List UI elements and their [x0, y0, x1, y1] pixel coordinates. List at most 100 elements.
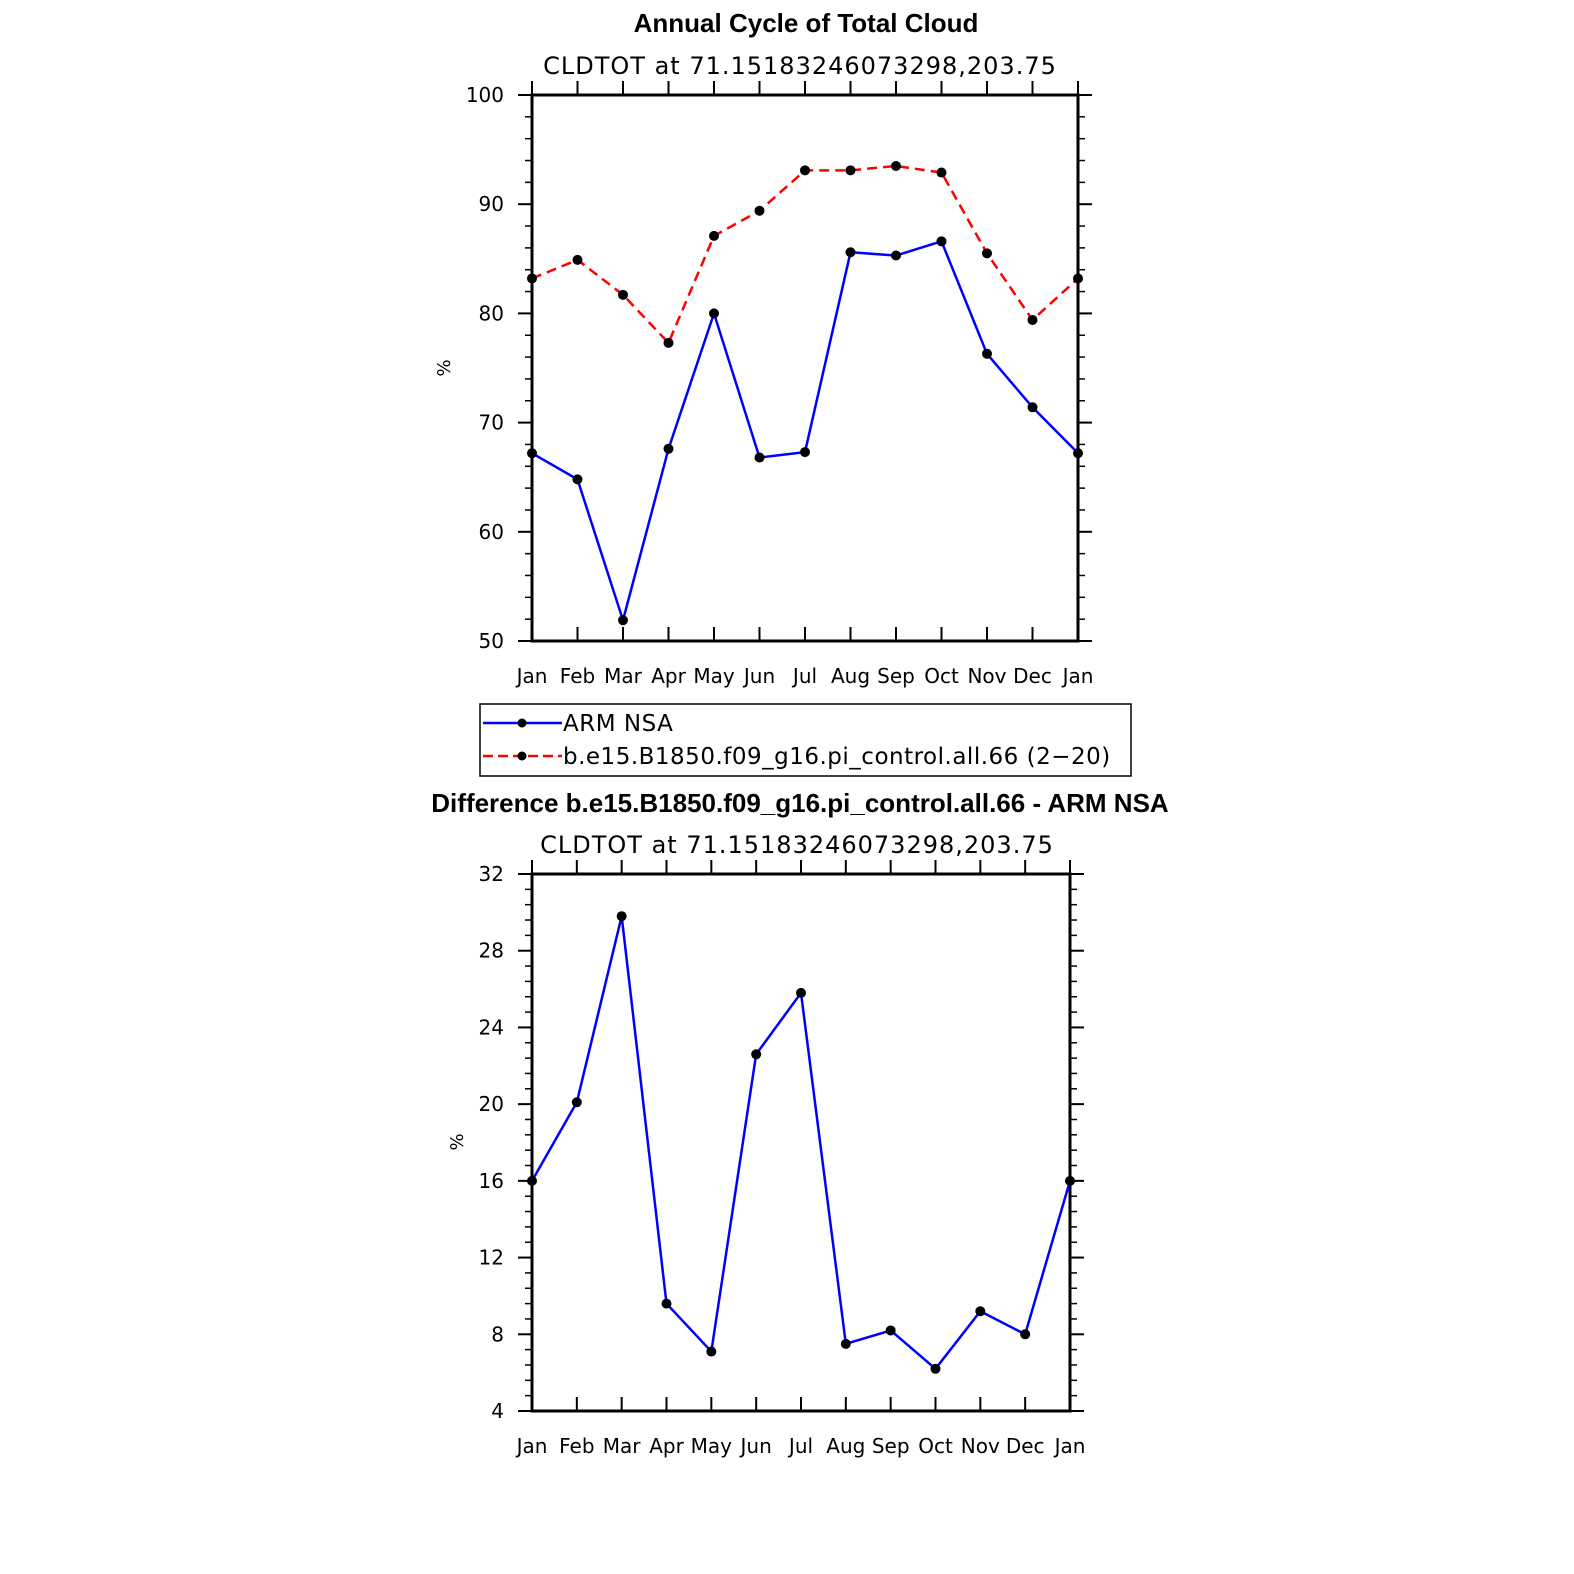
data-point-series-1: [845, 247, 856, 258]
data-point-series-1: [1065, 1175, 1075, 1186]
data-point-series-1: [1073, 448, 1083, 459]
x-tick-label: Aug: [826, 1434, 865, 1458]
data-point-series-2: [1073, 273, 1083, 284]
data-point-series-1: [661, 1298, 672, 1309]
y-tick-label: 20: [479, 1092, 504, 1116]
x-tick-label: Sep: [877, 664, 915, 688]
x-tick-label: Dec: [1013, 664, 1052, 688]
data-point-series-1: [754, 452, 765, 463]
data-point-series-1: [891, 250, 901, 261]
data-point-series-2: [709, 230, 719, 241]
data-point-series-1: [885, 1325, 896, 1336]
legend-item-model: b.e15.B1850.f09_g16.pi_control.all.66 (2…: [483, 744, 1111, 770]
data-point-series-2: [982, 248, 992, 259]
data-point-series-1: [840, 1338, 851, 1349]
x-tick-label: Jun: [742, 664, 775, 688]
data-point-series-1: [527, 1175, 537, 1186]
y-tick-label: 100: [466, 83, 504, 107]
x-tick-label: Nov: [967, 664, 1006, 688]
data-point-series-1: [1027, 402, 1038, 413]
x-tick-label: Jul: [787, 1434, 813, 1458]
data-point-series-1: [1020, 1329, 1031, 1340]
legend-label-arm-nsa: ARM NSA: [563, 711, 673, 737]
x-tick-label: Mar: [603, 1434, 642, 1458]
x-tick-label: Jun: [739, 1434, 772, 1458]
chart-2-title: Difference b.e15.B1850.f09_g16.pi_contro…: [431, 788, 1169, 818]
chart-1-series-layer: [527, 160, 1083, 626]
legend-label-model: b.e15.B1850.f09_g16.pi_control.all.66 (2…: [563, 744, 1111, 770]
x-tick-label: Nov: [961, 1434, 1000, 1458]
x-tick-label: Feb: [559, 1434, 594, 1458]
series-line-2: [531, 164, 1079, 346]
chart-2-axes: Jan Feb Mar Apr May Jun Jul Aug Sep Oct Nov Dec Jan 4…: [479, 860, 1086, 1458]
y-tick-label: 90: [479, 192, 504, 216]
chart-1-y-axis-label: %: [434, 359, 455, 376]
chart-1-subtitle: CLDTOT at 71.15183246073298,203.75: [543, 52, 1057, 80]
data-point-series-1: [706, 1346, 717, 1357]
data-point-series-1: [571, 1097, 582, 1108]
x-tick-label: Jan: [515, 1434, 548, 1458]
data-point-series-2: [618, 289, 628, 300]
x-tick-label: Apr: [651, 664, 686, 688]
x-tick-label: Oct: [918, 1434, 953, 1458]
y-tick-label: 60: [479, 520, 504, 544]
data-point-series-1: [751, 1049, 762, 1060]
data-point-series-1: [709, 308, 719, 319]
chart-2-subtitle: CLDTOT at 71.15183246073298,203.75: [540, 831, 1054, 859]
x-tick-label: May: [691, 1434, 733, 1458]
y-tick-label: 28: [479, 939, 504, 963]
series-line-1: [531, 239, 1079, 625]
chart-2-y-axis-label: %: [447, 1133, 468, 1150]
chart-panel-2: Difference b.e15.B1850.f09_g16.pi_contro…: [431, 788, 1169, 1458]
data-point-series-1: [663, 443, 674, 454]
y-tick-label: 12: [479, 1246, 504, 1270]
x-tick-label: Jan: [515, 664, 548, 688]
y-tick-label: 24: [479, 1015, 504, 1039]
chart-1-legend: ARM NSA b.e15.B1850.f09_g16.pi_control.a…: [479, 703, 1132, 777]
x-tick-label: Aug: [831, 664, 870, 688]
legend-box: [479, 703, 1132, 777]
data-point-series-1: [616, 911, 627, 922]
chart-2-series-layer: [527, 911, 1075, 1374]
x-tick-label: Dec: [1006, 1434, 1045, 1458]
y-tick-label: 4: [491, 1399, 504, 1423]
y-tick-label: 50: [479, 629, 504, 653]
x-tick-label: Sep: [872, 1434, 910, 1458]
x-tick-label: Apr: [649, 1434, 684, 1458]
data-point-series-1: [975, 1306, 986, 1317]
x-tick-label: Feb: [560, 664, 595, 688]
data-point-series-1: [800, 447, 810, 458]
legend-marker-red: [517, 751, 527, 761]
y-tick-label: 70: [479, 411, 504, 435]
legend-marker-blue: [517, 718, 527, 728]
data-point-series-1: [618, 615, 628, 626]
x-tick-label: May: [693, 664, 735, 688]
y-tick-label: 32: [479, 862, 504, 886]
x-tick-label: Mar: [604, 664, 643, 688]
chart-panel-1: Annual Cycle of Total Cloud CLDTOT at 71…: [434, 8, 1132, 777]
chart-1-axes: Jan Feb Mar Apr May Jun Jul Aug Sep Oct Nov Dec Jan 5…: [466, 81, 1094, 688]
data-point-series-1: [930, 1363, 941, 1374]
data-point-series-2: [845, 165, 856, 176]
x-tick-label: Jan: [1061, 664, 1094, 688]
data-point-series-2: [754, 205, 765, 216]
data-point-series-2: [663, 337, 674, 348]
data-point-series-2: [572, 254, 583, 265]
y-tick-label: 80: [479, 301, 504, 325]
chart-1-title: Annual Cycle of Total Cloud: [634, 8, 979, 38]
data-point-series-1: [936, 236, 947, 247]
data-point-series-2: [800, 165, 810, 176]
plot-frame: [530, 93, 1080, 643]
data-point-series-1: [572, 474, 583, 485]
x-tick-label: Jul: [791, 664, 817, 688]
series-line-1: [530, 915, 1072, 1371]
data-point-series-2: [1027, 314, 1038, 325]
data-point-series-2: [891, 160, 901, 171]
legend-item-arm-nsa: ARM NSA: [483, 711, 673, 737]
data-point-series-1: [527, 448, 537, 459]
data-point-series-1: [982, 348, 992, 359]
x-tick-label: Oct: [924, 664, 959, 688]
y-tick-label: 16: [479, 1169, 504, 1193]
x-tick-label: Jan: [1053, 1434, 1086, 1458]
